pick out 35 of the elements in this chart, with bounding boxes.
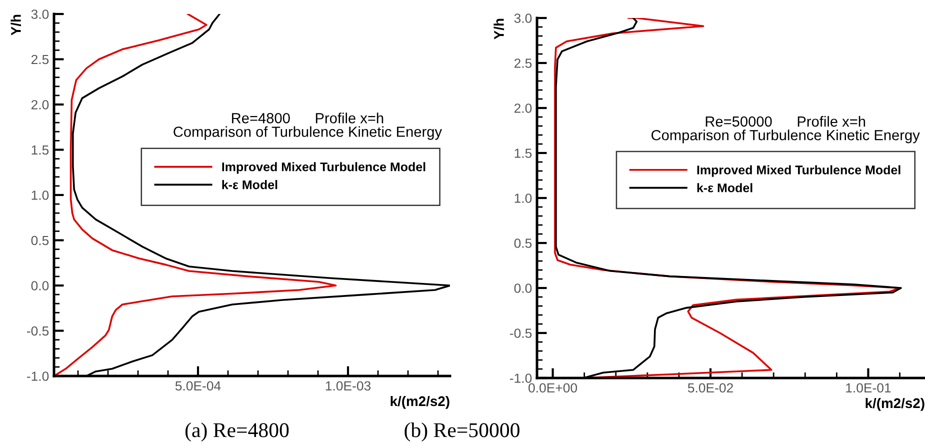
annotation: Re=4800 Profile x=h Comparison of Turbulence Kinetic Energy (174, 112, 442, 140)
y-tick-label: -1.0 (26, 372, 49, 381)
y-axis-title: Y/h (10, 14, 22, 36)
text: (a) Re=4800 (185, 422, 289, 442)
x-axis-title: k/(m2/s2) (866, 398, 924, 411)
y-tick-label: 0.5 (31, 236, 49, 246)
y-tick-label: -0.5 (510, 328, 532, 338)
y-tick-label: 3.0 (31, 10, 49, 19)
y-tick-label: 0.5 (514, 238, 532, 248)
x-tick-label: 5.0E-02 (688, 383, 733, 393)
legend-label: k-ε Model (697, 183, 752, 192)
y-tick-label: 2.5 (31, 54, 49, 64)
y-tick-label: 1.0 (32, 190, 49, 200)
y-tick-label: 1.5 (514, 148, 532, 158)
y-tick-label: 2.5 (514, 58, 532, 68)
x-tick-label: 1.0E-03 (326, 381, 371, 391)
y-tick-label: -0.5 (26, 326, 49, 336)
legend-label: Improved Mixed Turbulence Model (222, 162, 426, 174)
legend-label: k-ε Model (222, 180, 278, 190)
x-axis-title: k/(m2/s2) (390, 396, 450, 409)
y-tick-label: 1.5 (32, 145, 49, 155)
text: (b) Re=50000 (404, 422, 520, 442)
y-tick-label: 0.0 (31, 281, 49, 290)
x-tick-label: 5.0E-04 (175, 381, 221, 391)
y-tick-label: 0.0 (514, 284, 532, 293)
y-tick-label: 3.0 (514, 14, 532, 23)
y-axis-title: Y/h (494, 18, 504, 40)
x-tick-label: 1.0E-01 (846, 383, 891, 393)
y-tick-label: 2.0 (514, 104, 532, 113)
legend-label: Improved Mixed Turbulence Model (697, 165, 900, 177)
y-tick-label: 2.0 (31, 100, 49, 110)
y-tick-label: 1.0 (514, 194, 532, 203)
x-tick-label: 0.0E+00 (528, 383, 578, 393)
y-tick-label: -1.0 (510, 374, 532, 383)
annotation: Re=50000 Profile x=h Comparison of Turbulence Kinetic Energy (652, 116, 920, 144)
